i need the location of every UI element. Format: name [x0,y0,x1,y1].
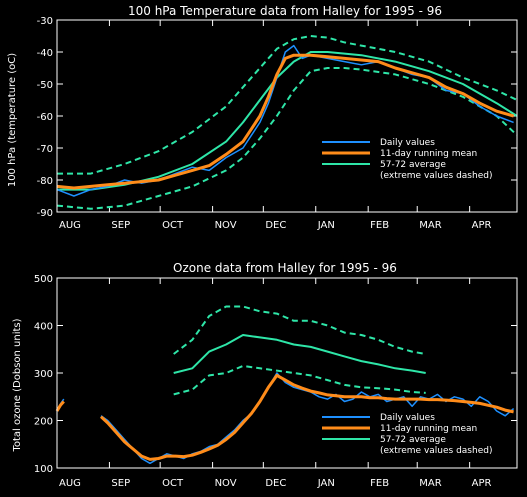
temperature-legend-label: Daily values [380,138,435,148]
temperature-series [56,35,518,210]
ozone-y-tick-label: 100 [34,464,53,475]
ozone-month-label: JAN [317,478,335,489]
temperature-month-label: AUG [59,220,81,231]
temperature-month-label: FEB [370,220,389,231]
temperature-month-label: DEC [265,220,286,231]
ozone-chart-title: Ozone data from Halley for 1995 - 96 [173,261,397,275]
temperature-series-57-72-average [57,51,518,191]
ozone-legend-label: 57-72 average [380,435,446,445]
temperature-panel: 100 hPa Temperature data from Halley for… [7,4,518,231]
temperature-y-tick-label: -80 [37,176,53,187]
ozone-y-tick-label: 500 [34,274,53,285]
temperature-month-label: MAR [419,220,441,231]
temperature-ticks: -90 -80 -70 -60 -50 -40 -30 AUG SEP OCT NOV DEC JAN F… [37,16,517,231]
temperature-y-tick-label: -90 [37,208,53,219]
ozone-legend-label: (extreme values dashed) [380,446,492,456]
ozone-month-label: FEB [370,478,389,489]
ozone-series-57-72-average [173,334,426,374]
temperature-month-label: SEP [111,220,130,231]
ozone-series [55,305,515,465]
temperature-series-57-72-average-upper-extreme [57,35,518,175]
temperature-month-label: OCT [162,220,184,231]
ozone-series-57-72-average-lower-extreme [173,364,426,396]
ozone-month-label: SEP [111,478,130,489]
ozone-series-11-day-running-mean [55,400,65,412]
temperature-y-tick-label: -50 [37,80,53,91]
temperature-legend-label: (extreme values dashed) [380,171,492,181]
ozone-panel: Ozone data from Halley for 1995 - 96 Tot… [12,261,518,489]
ozone-y-tick-label: 200 [34,417,53,428]
temperature-y-tick-label: -70 [37,144,53,155]
ozone-y-tick-label: 300 [34,369,53,380]
temperature-series-11-day-running-mean [56,53,515,190]
temperature-chart-title: 100 hPa Temperature data from Halley for… [128,4,442,18]
ozone-y-axis-label: Total ozone (Dobson units) [12,318,23,452]
ozone-month-label: MAR [419,478,441,489]
temperature-month-label: APR [472,220,492,231]
temperature-y-tick-label: -60 [37,112,53,123]
ozone-month-label: DEC [265,478,286,489]
ozone-plot-frame [56,277,518,469]
temperature-plot-frame [56,19,518,213]
ozone-month-label: NOV [215,478,237,489]
temperature-y-axis-label: 100 hPa (temperature (oC) [7,53,18,187]
temperature-y-tick-label: -40 [37,48,53,59]
temperature-month-label: JAN [317,220,335,231]
temperature-legend-label: 11-day running mean [380,149,477,159]
ozone-series-57-72-average-upper-extreme [173,305,426,355]
ozone-legend-label: 11-day running mean [380,424,477,434]
temperature-y-tick-label: -30 [37,16,53,27]
ozone-ticks: 100 200 300 400 500 AUG SEP OCT NOV DEC JAN FEB MAR A… [34,274,517,489]
temperature-month-label: NOV [215,220,237,231]
ozone-month-label: AUG [59,478,81,489]
ozone-month-label: OCT [162,478,184,489]
temperature-legend-label: 57-72 average [380,160,446,170]
ozone-legend-label: Daily values [380,413,435,423]
temperature-series-57-72-average-lower-extreme [56,67,518,210]
ozone-y-tick-label: 400 [34,322,53,333]
ozone-series-11-day-running-mean [99,373,514,461]
ozone-month-label: APR [472,478,492,489]
